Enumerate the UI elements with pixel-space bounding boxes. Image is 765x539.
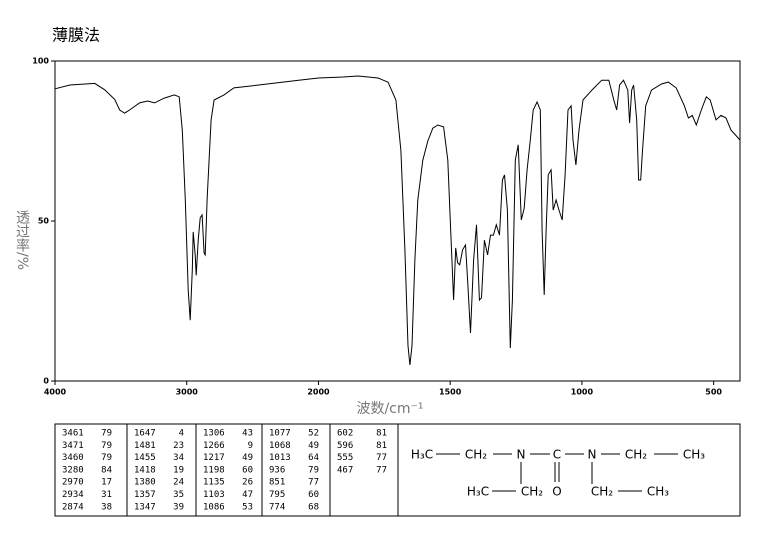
peak-wavenumber: 2934: [62, 490, 84, 500]
peak-wavenumber: 774: [269, 502, 285, 512]
peak-wavenumber: 1357: [134, 490, 156, 500]
structure-atom: CH₃: [683, 448, 705, 462]
spectrum-line: [54, 75, 741, 366]
peak-wavenumber: 1347: [134, 502, 156, 512]
peak-transmittance: 81: [376, 441, 387, 451]
peak-wavenumber: 3460: [62, 453, 84, 463]
peak-transmittance: 43: [242, 429, 253, 439]
peak-transmittance: 9: [248, 441, 253, 451]
peak-transmittance: 4: [179, 429, 184, 439]
x-tick-label: 1500: [439, 388, 462, 397]
peak-transmittance: 64: [308, 453, 319, 463]
peak-transmittance: 35: [173, 490, 184, 500]
chart-title: 薄膜法: [52, 26, 100, 45]
peak-wavenumber: 1306: [203, 429, 225, 439]
peak-wavenumber: 1077: [269, 429, 291, 439]
peak-wavenumber: 1418: [134, 465, 156, 475]
peak-wavenumber: 3471: [62, 441, 84, 451]
peak-wavenumber: 1380: [134, 478, 156, 488]
peak-transmittance: 79: [101, 441, 112, 451]
peak-transmittance: 79: [101, 453, 112, 463]
peak-wavenumber: 1086: [203, 502, 225, 512]
peak-transmittance: 60: [308, 490, 319, 500]
peak-transmittance: 53: [242, 502, 253, 512]
structure-atom: H₃C: [411, 448, 433, 462]
peak-wavenumber: 555: [337, 453, 353, 463]
y-tick-label: 100: [32, 57, 49, 66]
peak-transmittance: 39: [173, 502, 184, 512]
peak-wavenumber: 1068: [269, 441, 291, 451]
peak-transmittance: 77: [308, 478, 319, 488]
peak-wavenumber: 851: [269, 478, 285, 488]
peak-transmittance: 19: [173, 465, 184, 475]
peak-wavenumber: 1217: [203, 453, 225, 463]
peak-wavenumber: 1013: [269, 453, 291, 463]
structure-atom: N: [588, 448, 597, 462]
x-tick-label: 2000: [307, 388, 330, 397]
peak-transmittance: 77: [376, 465, 387, 475]
peak-transmittance: 23: [173, 441, 184, 451]
peak-transmittance: 84: [101, 465, 112, 475]
peak-transmittance: 38: [101, 502, 112, 512]
x-axis-label: 波数/cm⁻¹: [356, 401, 423, 417]
y-tick-label: 50: [38, 217, 50, 226]
x-tick-label: 4000: [44, 388, 67, 397]
peak-wavenumber: 1647: [134, 429, 156, 439]
peak-transmittance: 31: [101, 490, 112, 500]
peak-wavenumber: 2874: [62, 502, 84, 512]
peak-transmittance: 52: [308, 429, 319, 439]
peak-wavenumber: 1198: [203, 465, 225, 475]
x-tick-label: 3000: [176, 388, 199, 397]
peak-wavenumber: 1266: [203, 441, 225, 451]
peak-wavenumber: 1455: [134, 453, 156, 463]
peak-transmittance: 79: [308, 465, 319, 475]
structure-atom: CH₂: [591, 485, 613, 499]
peak-transmittance: 49: [242, 453, 253, 463]
y-tick-label: 0: [43, 377, 49, 386]
peak-wavenumber: 1103: [203, 490, 225, 500]
peak-wavenumber: 1481: [134, 441, 156, 451]
peak-transmittance: 49: [308, 441, 319, 451]
peak-transmittance: 60: [242, 465, 253, 475]
peak-wavenumber: 596: [337, 441, 353, 451]
peak-wavenumber: 1135: [203, 478, 225, 488]
peak-transmittance: 77: [376, 453, 387, 463]
x-tick-label: 500: [705, 388, 722, 397]
bonds: [436, 453, 678, 492]
structure-atom: CH₂: [625, 448, 647, 462]
peak-transmittance: 68: [308, 502, 319, 512]
structure-atom: CH₂: [465, 448, 487, 462]
peak-wavenumber: 3461: [62, 429, 84, 439]
structure-atom: C: [553, 448, 561, 462]
peak-wavenumber: 2970: [62, 478, 84, 488]
peak-transmittance: 17: [101, 478, 112, 488]
peak-wavenumber: 602: [337, 429, 353, 439]
peak-wavenumber: 936: [269, 465, 285, 475]
y-axis-label: 透过率/%: [14, 210, 30, 270]
peak-transmittance: 79: [101, 429, 112, 439]
x-tick-label: 1000: [571, 388, 594, 397]
peak-wavenumber: 3280: [62, 465, 84, 475]
structure-atom: O: [552, 485, 561, 499]
table-dividers: [126, 424, 399, 516]
peak-transmittance: 47: [242, 490, 253, 500]
structure-atom: CH₃: [647, 485, 669, 499]
plot-frame: [54, 60, 741, 382]
peak-wavenumber: 467: [337, 465, 353, 475]
peak-transmittance: 81: [376, 429, 387, 439]
peak-wavenumber: 795: [269, 490, 285, 500]
structure-atom: CH₂: [521, 485, 543, 499]
peak-transmittance: 26: [242, 478, 253, 488]
structure-atom: N: [517, 448, 526, 462]
peak-transmittance: 34: [173, 453, 184, 463]
peak-transmittance: 24: [173, 478, 184, 488]
structure-atom: H₃C: [467, 485, 489, 499]
